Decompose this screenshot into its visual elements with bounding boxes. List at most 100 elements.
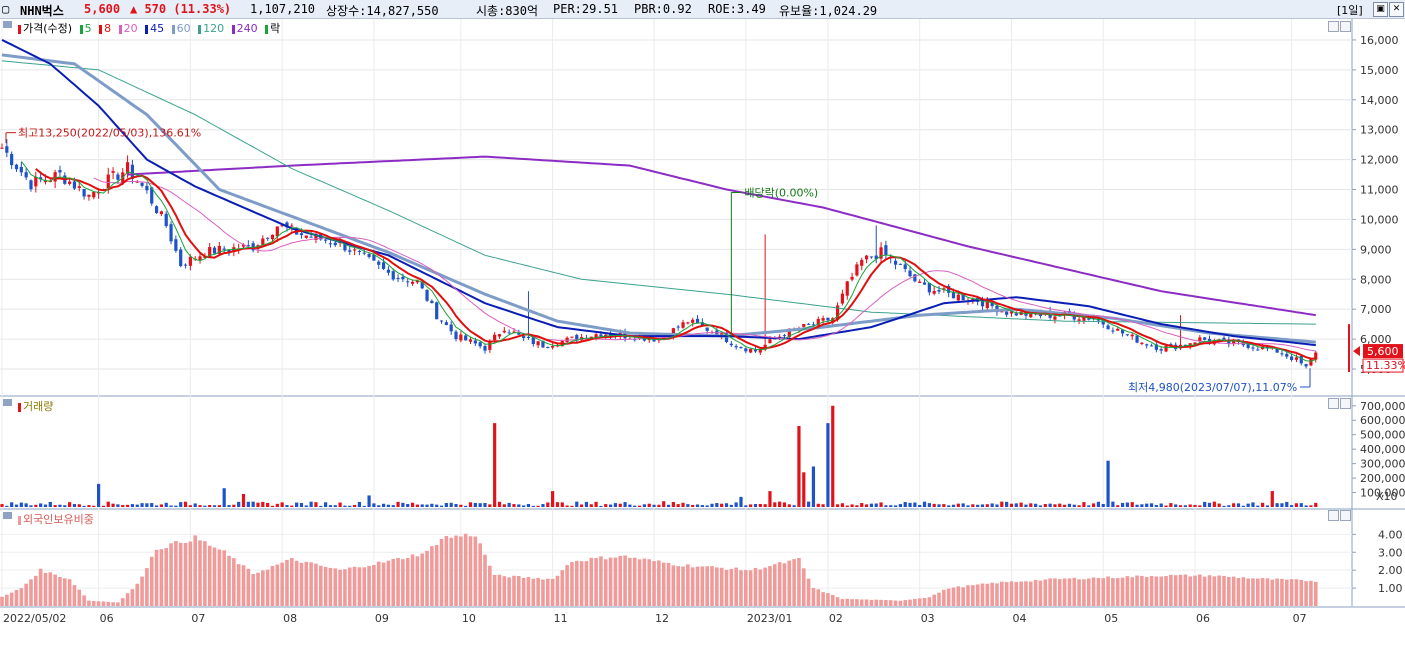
volume-bar [97,483,101,507]
price-tick-label: 13,000 [1360,124,1399,137]
price-panel-min-button[interactable] [1328,21,1339,32]
price-candle [87,194,91,197]
stock-chart[interactable]: 16,000 15,000 14,000 13,000 12,000 11,000 10,0… [0,19,1405,648]
restore-icon[interactable]: ▣ [1373,2,1388,17]
price-candle [1246,343,1250,348]
foreign-ratio-bar [937,592,941,606]
foreign-ratio-bar [459,536,463,606]
volume-panel-icon[interactable] [3,399,12,406]
volume-bar [879,502,883,507]
price-candle [1072,313,1076,320]
volume-bar [1019,502,1023,507]
price-candle [531,337,535,344]
foreign-ratio-bar [859,599,864,606]
volume-bar [48,501,52,507]
foreign-ratio-bar [1183,574,1188,606]
foreign-ratio-bar [879,599,883,606]
volume-bar [179,502,183,507]
price-candle [1188,343,1192,347]
volume-bar [338,502,342,507]
volume-bar [652,504,656,507]
volume-panel-min-button[interactable] [1328,398,1339,409]
price-panel-icon[interactable] [3,21,12,28]
high-annotation: 최고13,250(2022/05/03),136.61% [18,127,201,140]
price-candle [343,243,347,251]
volume-panel-max-button[interactable] [1340,398,1351,409]
foreign-ratio-bar [874,599,879,606]
foreign-ratio-bar [826,593,830,606]
volume-bar [82,505,86,507]
foreign-ratio-bar [1135,575,1139,606]
foreign-ratio-bar [309,562,313,606]
price-candle [1183,344,1187,346]
price-candle [985,300,989,309]
price-candle [1193,342,1197,345]
foreign-ratio-bar [232,558,236,606]
foreign-ratio-bar [314,563,318,606]
volume-bar [343,505,347,507]
price-candle [922,282,927,285]
volume-bar [1217,503,1221,507]
foreign-panel-min-button[interactable] [1328,510,1339,521]
price-candle [1029,311,1033,318]
legend-price: 가격(수정) [23,22,73,35]
price-candle [898,263,902,265]
volume-bar [63,505,67,507]
foreign-ratio-bar [164,548,169,606]
price-panel-max-button[interactable] [1340,21,1351,32]
foreign-ratio-bar [1207,575,1212,606]
volume-bar [169,505,173,507]
volume-bar [869,503,873,507]
price-candle [125,162,130,174]
volume-bar [990,503,994,507]
price-candle [729,343,733,346]
stock-name[interactable]: NHN벅스 [20,4,64,18]
price-candle [869,256,873,258]
legend-foreign: 외국인보유비중 [23,513,94,526]
volume-bar [1072,504,1076,507]
price-candle [860,259,864,266]
foreign-ratio-bar [748,570,753,606]
period-selector[interactable]: [1일] [1337,4,1363,17]
foreign-panel-icon[interactable] [3,512,12,519]
price-tick-label: 15,000 [1360,64,1399,77]
foreign-ratio-bar [169,543,173,606]
foreign-ratio-bar [956,586,961,606]
foreign-panel-max-button[interactable] [1340,510,1351,521]
foreign-ratio-bar [985,583,990,606]
foreign-ratio-bar [1096,578,1101,606]
legend-ma120: 120 [203,22,225,35]
legend-ma45: 45 [150,22,165,35]
price-candle [1275,348,1279,353]
foreign-ratio-bar [261,570,265,606]
volume-bar [758,503,762,507]
close-icon[interactable]: ✕ [1389,2,1404,17]
foreign-ratio-bar [777,562,782,606]
volume-bar [633,505,637,507]
foreign-ratio-bar [478,543,482,606]
foreign-ratio-bar [381,562,386,606]
price-candle [676,326,680,328]
price-candle [328,243,333,245]
last-price-label: 5,600 [1367,345,1399,358]
volume-bar [87,505,91,507]
price-candle [932,290,936,294]
volume-bar [922,501,927,507]
volume-bar [710,503,714,507]
price-candle [367,254,371,257]
price-candle [551,346,555,348]
volume-bar [420,504,424,507]
price-candle [1299,355,1303,364]
foreign-ratio-bar [806,578,811,606]
foreign-ratio-bar [1236,578,1241,606]
foreign-ratio-bar [1294,579,1299,606]
volume-bar [927,503,931,507]
foreign-ratio-bar [560,570,565,606]
foreign-ratio-bar [632,557,637,606]
volume-bar [280,502,284,507]
foreign-ratio-bar [294,560,299,606]
price-candle [951,292,956,299]
foreign-ratio-bar [946,588,951,606]
price-candle [468,339,473,342]
volume-bar [831,405,835,507]
